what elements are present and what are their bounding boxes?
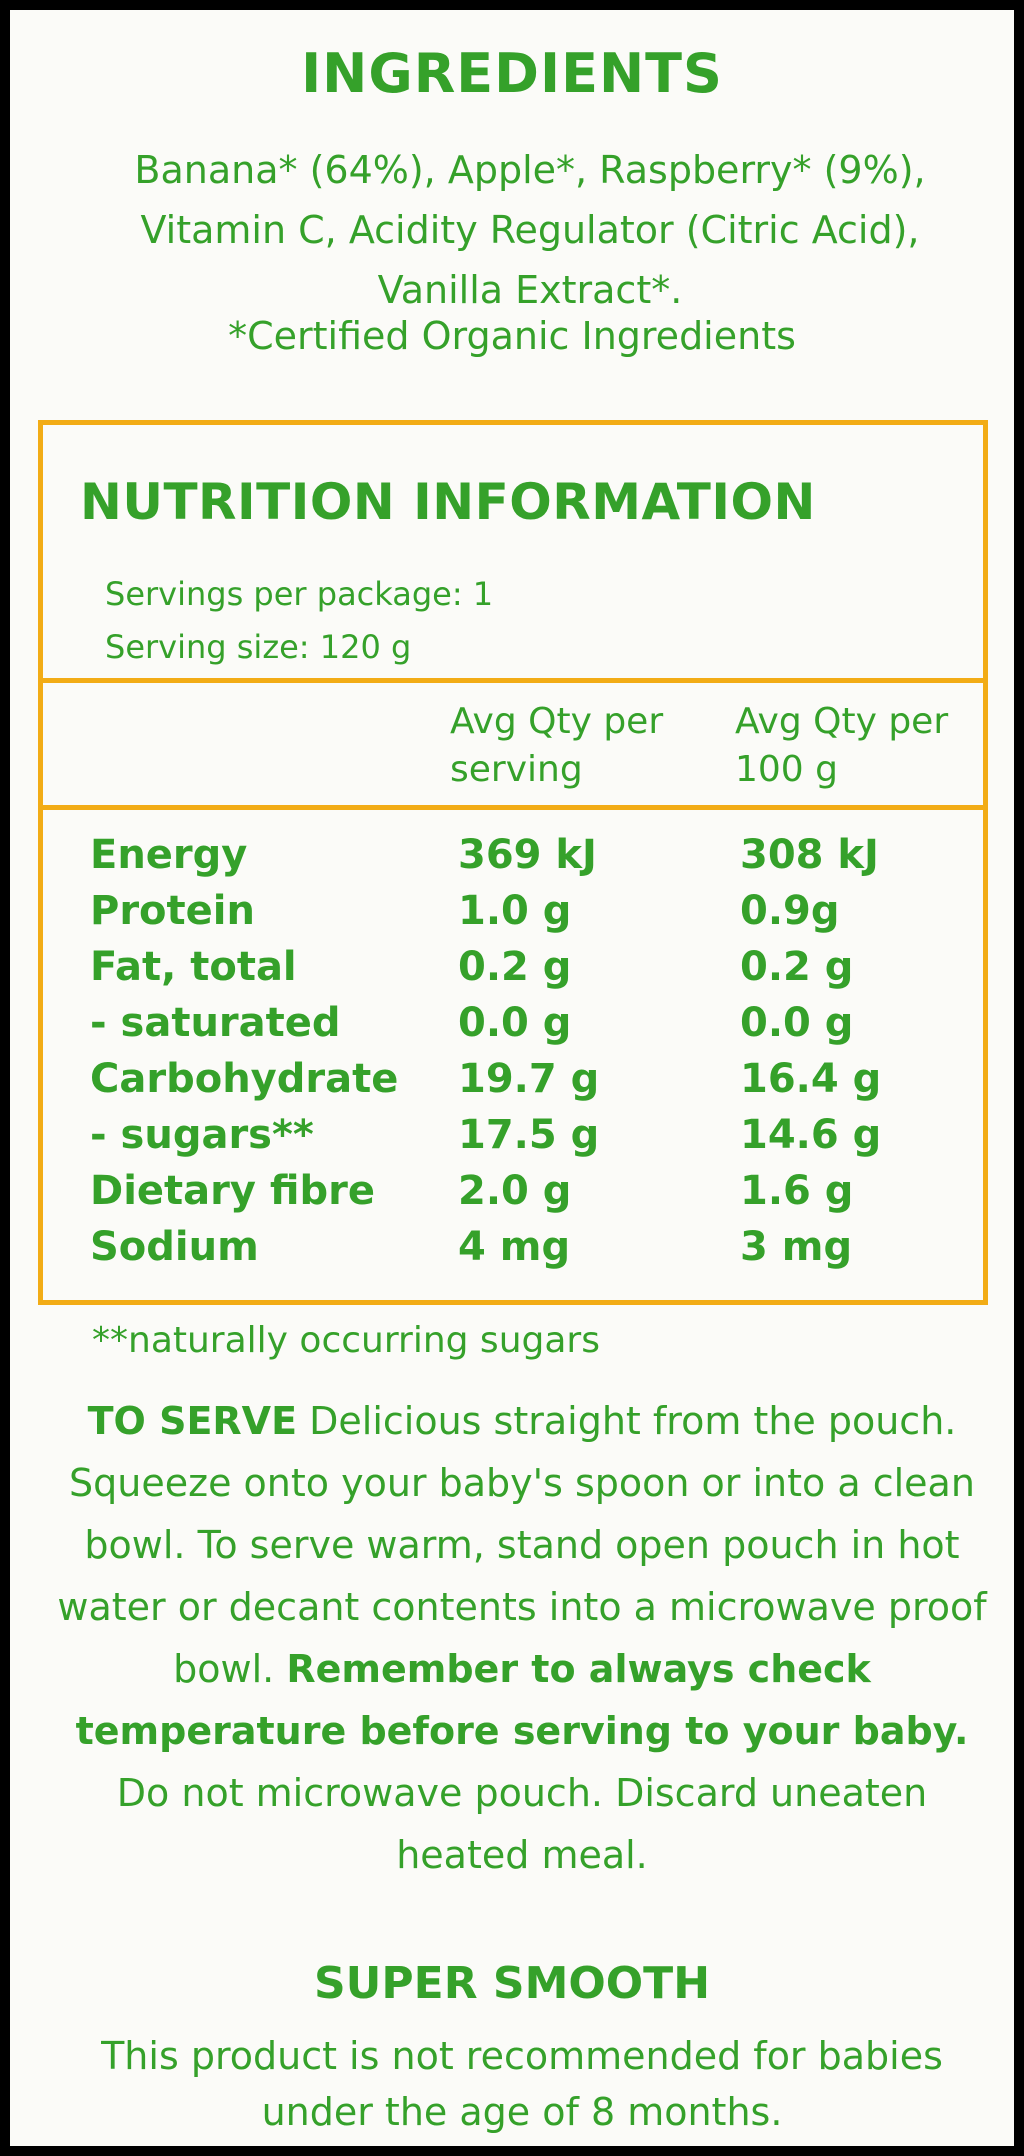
nutrient-label: Sodium: [90, 1224, 259, 1270]
to-serve-paragraph: TO SERVE Delicious straight from the pou…: [50, 1390, 994, 1886]
nutrient-value-per-100g: 0.0 g: [740, 1000, 854, 1046]
nutrient-value-per-100g: 308 kJ: [740, 832, 879, 878]
ingredients-list: Banana* (64%), Apple*, Raspberry* (9%), …: [134, 148, 926, 312]
nutrient-value-per-serving: 0.0 g: [458, 1000, 572, 1046]
nutrient-value-per-100g: 0.9g: [740, 888, 840, 934]
nutrition-panel-border: [38, 420, 988, 1305]
to-serve-text-end: Do not microwave pouch. Discard uneaten …: [116, 1771, 928, 1877]
nutrient-value-per-serving: 369 kJ: [458, 832, 597, 878]
nutrition-title: NUTRITION INFORMATION: [80, 473, 816, 531]
nutrient-label: Energy: [90, 832, 248, 878]
to-serve-text: Delicious straight from the pouch. Squee…: [57, 1399, 987, 1691]
nutrient-label: - saturated: [90, 1000, 341, 1046]
nutrient-label: Fat, total: [90, 944, 297, 990]
nutrient-label: Dietary fibre: [90, 1168, 376, 1214]
to-serve-warning: Remember to always check temperature bef…: [75, 1647, 969, 1753]
certified-organic-note: *Certified Organic Ingredients: [228, 314, 796, 358]
nutrition-divider-header: [38, 805, 988, 810]
nutrition-divider-top: [38, 678, 988, 683]
nutrient-value-per-serving: 0.2 g: [458, 944, 572, 990]
nutrient-value-per-serving: 4 mg: [458, 1224, 571, 1270]
nutrient-label: Protein: [90, 888, 255, 934]
ingredients-title: INGREDIENTS: [301, 42, 723, 105]
serving-size: Serving size: 120 g: [105, 628, 412, 666]
nutrient-value-per-100g: 0.2 g: [740, 944, 854, 990]
age-recommendation: This product is not recommended for babi…: [101, 2034, 943, 2134]
nutrient-label: - sugars**: [90, 1112, 314, 1158]
nutrient-value-per-serving: 17.5 g: [458, 1112, 600, 1158]
label-panel: INGREDIENTS Banana* (64%), Apple*, Raspb…: [10, 10, 1014, 2146]
super-smooth-title: SUPER SMOOTH: [313, 1958, 711, 2009]
to-serve-heading: TO SERVE: [87, 1399, 298, 1443]
nutrient-value-per-100g: 1.6 g: [740, 1168, 854, 1214]
column-header-per-serving: Avg Qty per serving: [450, 701, 664, 790]
nutrient-value-per-100g: 16.4 g: [740, 1056, 882, 1102]
nutrient-value-per-100g: 3 mg: [740, 1224, 853, 1270]
nutrient-label: Carbohydrate: [90, 1056, 399, 1102]
column-header-per-100g: Avg Qty per 100 g: [735, 701, 949, 790]
nutrient-value-per-serving: 19.7 g: [458, 1056, 600, 1102]
servings-per-package: Servings per package: 1: [105, 575, 494, 613]
nutrient-value-per-serving: 2.0 g: [458, 1168, 572, 1214]
sugars-footnote: **naturally occurring sugars: [92, 1320, 600, 1361]
nutrient-value-per-serving: 1.0 g: [458, 888, 572, 934]
nutrient-value-per-100g: 14.6 g: [740, 1112, 882, 1158]
